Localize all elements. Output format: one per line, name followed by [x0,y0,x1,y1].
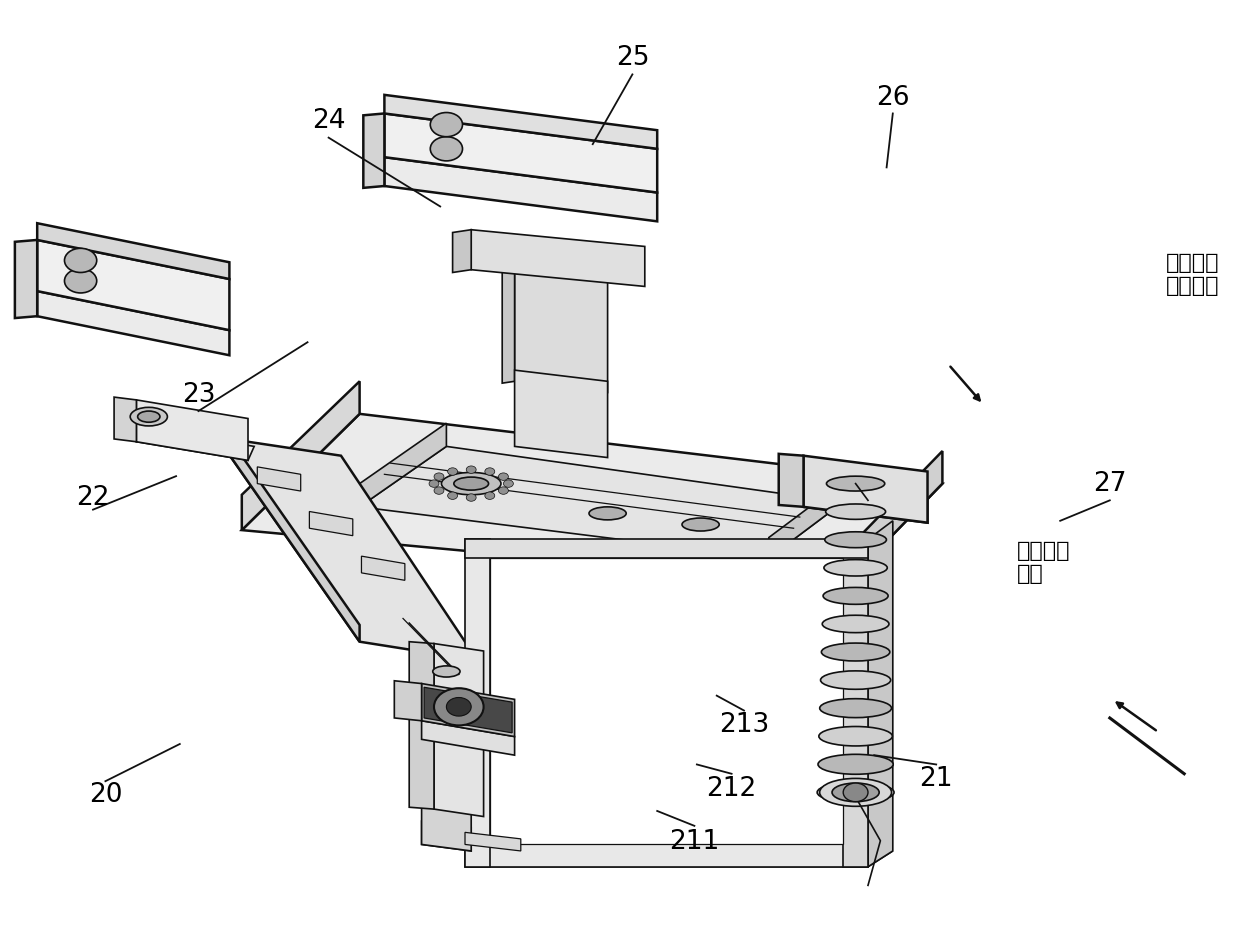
Polygon shape [15,240,37,318]
Polygon shape [422,821,471,851]
Polygon shape [843,451,942,586]
Circle shape [485,492,495,499]
Polygon shape [114,397,136,442]
Polygon shape [217,437,477,660]
Ellipse shape [589,507,626,520]
Polygon shape [868,521,893,867]
Text: 24: 24 [311,108,346,134]
Polygon shape [424,687,512,733]
Circle shape [843,783,868,802]
Circle shape [466,494,476,501]
Text: 22: 22 [76,485,110,511]
Polygon shape [515,249,608,392]
Polygon shape [384,95,657,149]
Polygon shape [465,844,868,867]
Circle shape [430,113,463,137]
Ellipse shape [441,472,501,495]
Polygon shape [515,370,608,458]
Polygon shape [217,420,360,642]
Polygon shape [37,223,229,279]
Polygon shape [360,423,446,507]
Polygon shape [363,113,384,188]
Polygon shape [422,795,471,851]
Ellipse shape [130,407,167,426]
Polygon shape [360,446,843,558]
Polygon shape [434,644,484,817]
Polygon shape [394,681,422,721]
Polygon shape [422,721,515,755]
Circle shape [446,698,471,716]
Ellipse shape [823,560,888,576]
Polygon shape [465,851,893,867]
Polygon shape [136,428,254,460]
Circle shape [498,487,508,495]
Polygon shape [242,414,942,586]
Circle shape [448,468,458,475]
Text: 25: 25 [615,45,650,71]
Ellipse shape [682,518,719,531]
Circle shape [434,472,444,481]
Text: 211: 211 [670,829,719,855]
Polygon shape [465,832,521,851]
Ellipse shape [826,476,884,491]
Polygon shape [465,539,868,558]
Polygon shape [136,400,248,460]
Circle shape [466,466,476,473]
Ellipse shape [820,778,892,806]
Circle shape [429,480,439,487]
Ellipse shape [826,504,885,519]
Circle shape [64,269,97,293]
Polygon shape [409,642,434,809]
Polygon shape [471,230,645,286]
Polygon shape [453,230,471,272]
Circle shape [64,248,97,272]
Ellipse shape [818,754,893,775]
Ellipse shape [820,698,892,718]
Circle shape [448,492,458,499]
Polygon shape [769,482,843,558]
Polygon shape [843,539,868,867]
Polygon shape [804,485,928,523]
Text: 27: 27 [1092,471,1127,497]
Ellipse shape [138,411,160,422]
Ellipse shape [823,588,888,604]
Polygon shape [384,157,657,221]
Ellipse shape [433,666,460,677]
Text: 被试视线
方向: 被试视线 方向 [1017,541,1070,584]
Polygon shape [490,558,843,844]
Polygon shape [804,456,928,523]
Ellipse shape [821,671,890,689]
Polygon shape [384,113,657,193]
Ellipse shape [821,643,890,661]
Polygon shape [422,684,515,737]
Text: 23: 23 [181,382,216,408]
Text: 21: 21 [919,766,954,792]
Circle shape [430,137,463,161]
Text: 213: 213 [719,712,769,738]
Text: 20: 20 [88,782,123,808]
Polygon shape [37,291,229,355]
Circle shape [498,472,508,481]
Polygon shape [258,467,300,491]
Polygon shape [37,240,229,330]
Ellipse shape [832,783,879,802]
Text: 212: 212 [707,776,756,802]
Text: 视觉信息
投射方向: 视觉信息 投射方向 [1166,253,1219,296]
Polygon shape [502,249,515,383]
Circle shape [434,688,484,725]
Polygon shape [242,381,360,530]
Polygon shape [465,539,490,867]
Ellipse shape [817,782,894,803]
Circle shape [503,480,513,487]
Ellipse shape [818,726,893,746]
Ellipse shape [825,532,887,548]
Ellipse shape [454,477,489,490]
Polygon shape [362,556,404,580]
Polygon shape [779,454,804,507]
Circle shape [485,468,495,475]
Circle shape [434,487,444,495]
Ellipse shape [822,616,889,632]
Polygon shape [310,512,353,536]
Text: 26: 26 [875,85,910,111]
